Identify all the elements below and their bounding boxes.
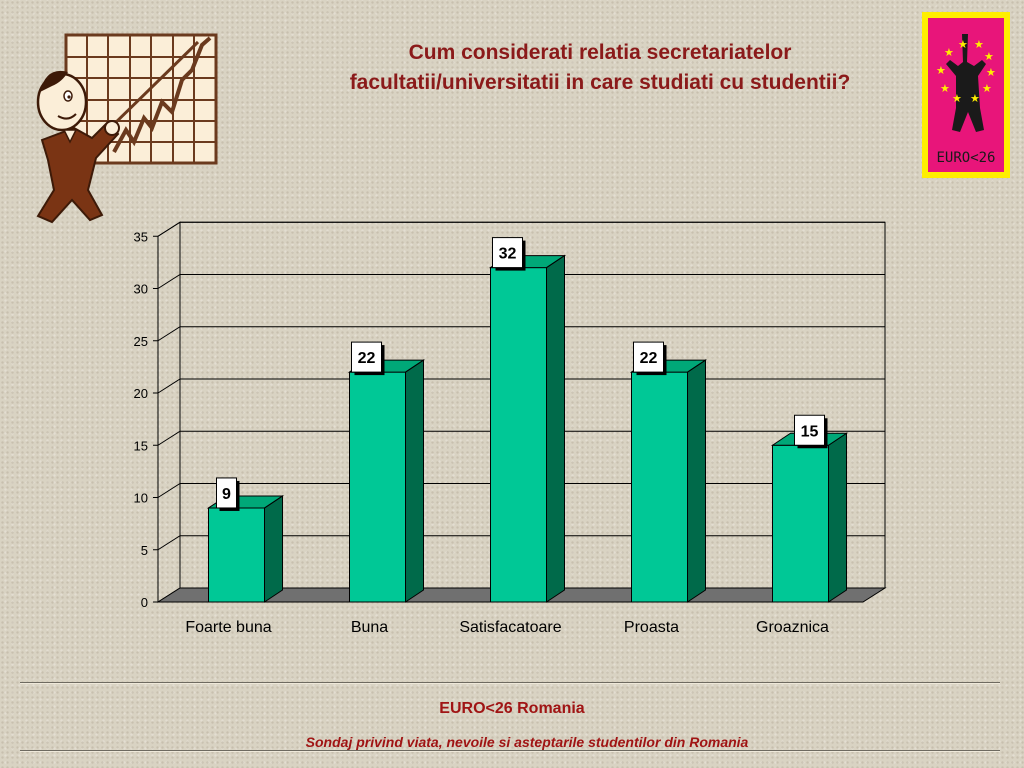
data-label-text: 9 — [222, 486, 231, 503]
bar-3 — [488, 254, 567, 603]
x-tick-label: Satisfacatoare — [459, 619, 561, 636]
y-tick-label: 15 — [134, 438, 148, 453]
bar-1 — [206, 495, 285, 603]
bar-side — [687, 359, 706, 603]
data-label: 15 — [794, 414, 828, 449]
bar-chart: 0 5 10 15 20 25 30 35 9 22 32 22 15 Foarte buna Buna… — [134, 221, 887, 636]
bar-4 — [629, 359, 708, 603]
data-label-box — [794, 414, 825, 446]
footer-title: EURO<26 Romania — [439, 700, 585, 717]
gridline — [157, 221, 885, 237]
data-label-text: 22 — [640, 350, 658, 367]
data-label-box — [216, 477, 237, 509]
slide-title: Cum considerati relatia secretariatelor … — [250, 38, 950, 98]
data-label: 22 — [351, 341, 385, 376]
data-label-text: 32 — [499, 246, 517, 263]
y-tick-label: 25 — [134, 334, 148, 349]
figure-with-stars-icon: ★ ★ ★ ★ ★ ★ ★ ★ ★ ★ — [936, 34, 996, 132]
svg-text:★: ★ — [944, 46, 954, 59]
svg-text:★: ★ — [940, 82, 950, 95]
bar-side — [546, 254, 565, 603]
footer-subtitle: Sondaj privind viata, nevoile si astepta… — [305, 734, 749, 750]
y-tick-label: 5 — [141, 543, 148, 558]
chart-side-wall — [157, 221, 181, 603]
bar-2 — [347, 359, 426, 603]
y-tick-label: 35 — [134, 229, 148, 244]
data-label-text: 22 — [358, 350, 376, 367]
y-tick-label: 20 — [134, 386, 148, 401]
title-line-2: facultatii/universitatii in care studiat… — [349, 71, 851, 94]
y-tick-label: 0 — [141, 595, 148, 610]
x-tick-label: Buna — [351, 619, 388, 636]
bar-front — [349, 371, 406, 603]
data-label-box — [351, 341, 382, 373]
svg-text:★: ★ — [986, 66, 996, 79]
svg-text:★: ★ — [958, 38, 968, 51]
footer-top-divider — [20, 682, 1000, 684]
bar-side — [264, 495, 283, 603]
svg-text:★: ★ — [974, 38, 984, 51]
data-label-box — [492, 237, 523, 269]
x-tick-label: Foarte buna — [185, 619, 271, 636]
presenter-figure-icon — [36, 70, 120, 224]
data-label: 9 — [216, 477, 240, 511]
data-label: 22 — [633, 341, 667, 376]
data-label-box — [633, 341, 664, 373]
bar-side — [405, 359, 424, 603]
svg-text:★: ★ — [982, 82, 992, 95]
bar-front — [490, 267, 547, 603]
bar-5 — [770, 432, 849, 603]
bar-side — [828, 432, 847, 603]
footer-bottom-divider — [20, 750, 1000, 752]
svg-text:★: ★ — [936, 64, 946, 77]
euro26-logo: ★ ★ ★ ★ ★ ★ ★ ★ ★ ★ EURO<26 — [922, 12, 1010, 178]
x-tick-label: Proasta — [624, 619, 679, 636]
gridline — [157, 274, 885, 289]
y-tick-label: 30 — [134, 282, 148, 297]
svg-text:★: ★ — [970, 92, 980, 105]
bar-front — [208, 507, 265, 603]
svg-text:★: ★ — [984, 50, 994, 63]
svg-text:★: ★ — [952, 92, 962, 105]
presenter-clipart — [36, 33, 218, 224]
logo-text: EURO<26 — [936, 150, 995, 166]
bar-front — [772, 444, 829, 603]
x-axis-labels: Foarte buna Buna Satisfacatoare Proasta Groa… — [185, 619, 829, 636]
data-label: 32 — [492, 237, 526, 271]
x-tick-label: Groaznica — [756, 619, 829, 636]
bar-front — [631, 371, 688, 603]
title-line-1: Cum considerati relatia secretariatelor — [408, 41, 792, 64]
chart-bars: 9 22 32 22 15 — [206, 237, 849, 603]
gridline — [157, 326, 885, 342]
y-tick-label: 10 — [134, 491, 148, 506]
y-axis-ticks: 0 5 10 15 20 25 30 35 — [134, 229, 159, 610]
data-label-text: 15 — [801, 423, 819, 440]
